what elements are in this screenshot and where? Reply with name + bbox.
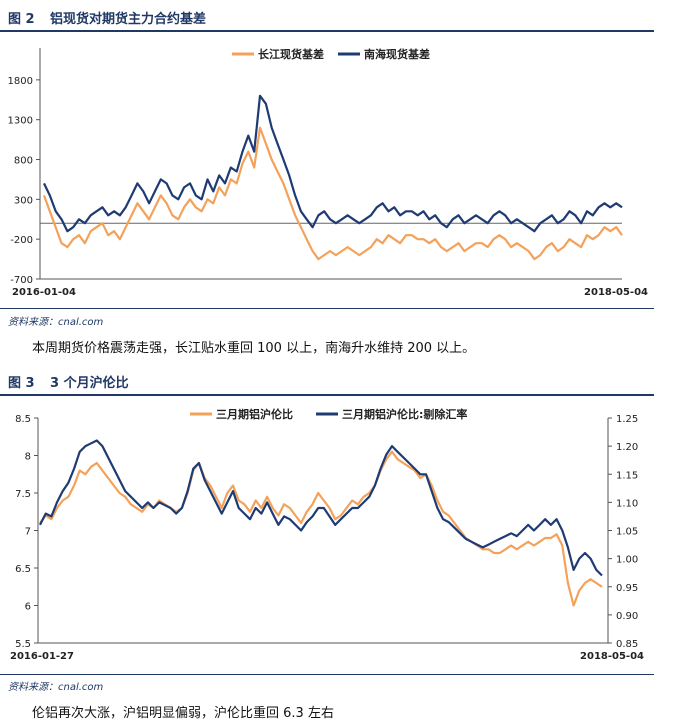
y-tick-label-left: 7.5	[15, 489, 31, 500]
y-tick-label-left: 6	[25, 602, 31, 613]
figure3-top-rule	[0, 394, 654, 396]
y-tick-label-right: 0.85	[616, 639, 638, 650]
x-tick-label-end: 2018-05-04	[584, 287, 648, 298]
y-tick-label-right: 1.05	[616, 527, 638, 538]
figure3-bottom-rule	[0, 674, 654, 675]
figure2-chart: -700 -200 300 800 1300 1800 2016-01-04 2018-05-…	[8, 47, 648, 298]
figure2-bottom-rule	[0, 308, 654, 309]
x-tick-label-start: 2016-01-27	[10, 651, 74, 662]
figure2-note: 本周期货价格震荡走强，长江贴水重回 100 以上，南海升水维持 200 以上。	[32, 341, 476, 356]
y-tick-label-left: 7	[25, 527, 31, 538]
figure3-note: 伦铝再次大涨，沪铝明显偏弱，沪伦比重回 6.3 左右	[32, 706, 334, 721]
legend-label-1: 南海现货基差	[364, 47, 430, 61]
y-tick-label: 1300	[8, 116, 33, 127]
series-line-1	[39, 439, 603, 577]
legend-label-0: 长江现货基差	[258, 47, 324, 61]
figure2-top-rule	[0, 30, 654, 32]
y-tick-label-right: 1.10	[616, 498, 638, 509]
figure3-title: 3 个月沪伦比	[50, 376, 129, 391]
y-tick-label-left: 5.5	[15, 639, 31, 650]
y-tick-label-right: 1.20	[616, 442, 638, 453]
series-line-0	[42, 126, 623, 261]
y-tick-label: -700	[10, 275, 33, 286]
y-tick-label-left: 8.5	[15, 414, 31, 425]
figure3-source: 资料来源：cnal.com	[8, 682, 104, 693]
y-tick-label-right: 1.00	[616, 555, 638, 566]
y-tick-label-right: 1.15	[616, 470, 638, 481]
x-tick-label-start: 2016-01-04	[12, 287, 76, 298]
y-tick-label: 300	[14, 195, 33, 206]
series-line-0	[39, 450, 603, 607]
figure3-chart: 5.5 6 6.5 7 7.5 8 8.5 0.85 0.90 0.95 1.00 1.05 1.10 1…	[10, 407, 644, 662]
y-tick-label-right: 0.90	[616, 611, 638, 622]
y-tick-label-right: 0.95	[616, 583, 638, 594]
y-tick-label: -200	[10, 235, 33, 246]
figure2-source: 资料来源：cnal.com	[8, 317, 104, 328]
y-tick-label: 800	[14, 156, 33, 167]
figure2-number: 图 2	[8, 12, 35, 27]
figure3-number: 图 3	[8, 376, 35, 391]
y-tick-label-left: 6.5	[15, 564, 31, 575]
y-tick-label-right: 1.25	[616, 414, 638, 425]
y-tick-label-left: 8	[25, 452, 31, 463]
legend-label-1: 三月期铝沪伦比:剔除汇率	[342, 407, 467, 421]
figure2-title: 铝现货对期货主力合约基差	[50, 12, 207, 27]
series-line-1	[43, 94, 623, 233]
x-tick-label-end: 2018-05-04	[580, 651, 644, 662]
y-tick-label: 1800	[8, 76, 33, 87]
legend-label-0: 三月期铝沪伦比	[216, 407, 293, 421]
